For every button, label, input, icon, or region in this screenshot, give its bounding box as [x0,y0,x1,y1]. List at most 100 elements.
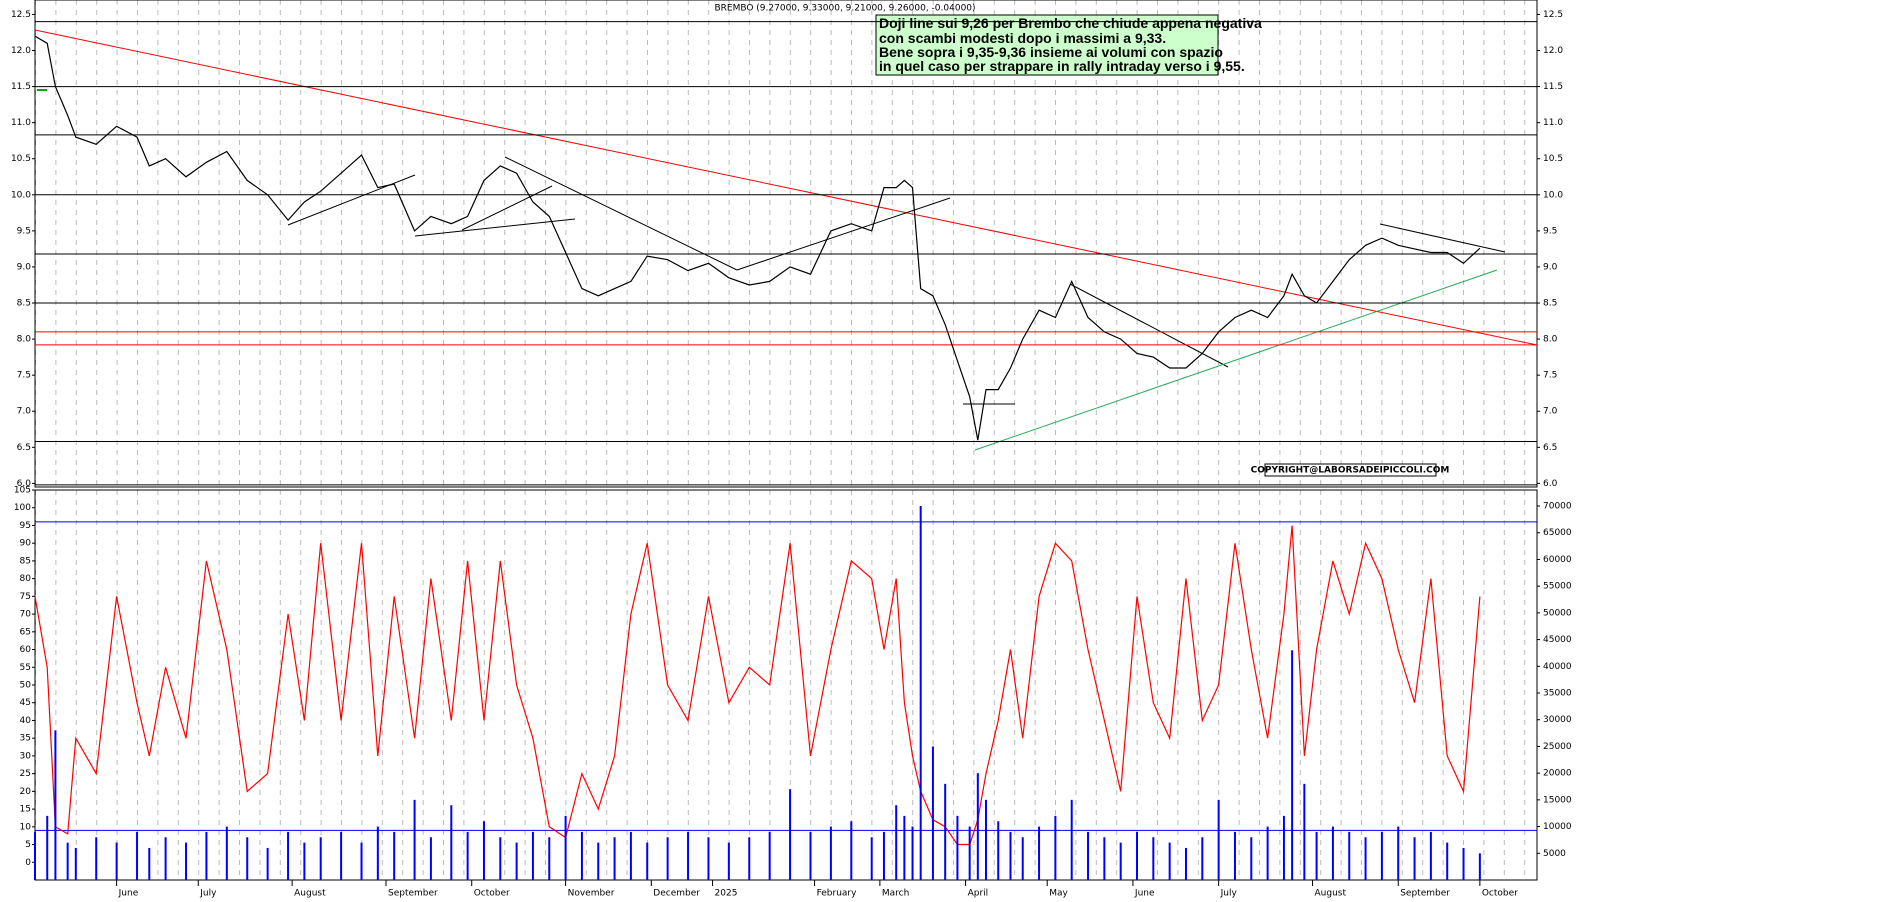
copyright: COPYRIGHT@LABORSADEIPICCOLI.COM [1251,466,1450,476]
y-tick-label: 70 [20,610,32,620]
volume-bar [850,821,853,880]
x-tick-label: April [968,889,989,899]
y-tick-label: 45 [20,698,31,708]
y2-tick-label: 25000 [1543,742,1572,752]
volume-bar [911,826,914,880]
y-tick-label: 0 [25,858,31,868]
volume-bar [976,773,979,880]
volume-bar [931,746,934,880]
x-tick-label: November [568,889,615,899]
volume-bar [919,506,922,880]
volume-bar [66,842,69,880]
y-tick-label: 95 [20,521,31,531]
y2-tick-label: 5000 [1543,849,1566,859]
y-tick-label: 75 [20,592,31,602]
y-tick-label: 11.0 [1543,118,1563,128]
volume-bar [548,837,551,880]
y-tick-label: 6.0 [17,479,32,489]
y-tick-label: 7.5 [17,371,31,381]
x-tick-label: June [118,889,139,899]
volume-bar [499,837,502,880]
y-tick-label: 100 [14,503,31,513]
y2-tick-label: 10000 [1543,822,1572,832]
volume-bar [968,826,971,880]
volume-bar [1478,853,1481,880]
vertical-grid [35,0,1537,487]
volume-bar [466,831,469,880]
volume-bar [707,837,710,880]
y-tick-label: 9.5 [1543,226,1557,236]
trendlines [34,29,1538,451]
volume-bar [1282,815,1285,880]
annotation: in quel caso per strappare in rally intr… [879,58,1245,74]
volume-bar [287,831,290,880]
volume-bar [115,842,118,880]
volume-bar [1446,842,1449,880]
volume-bar [984,799,987,880]
chart-title: BREMBO (9.27000, 9.33000, 9.21000, 9.260… [714,4,975,14]
volume-bar [1038,826,1041,880]
x-tick-label: July [199,889,217,899]
volume-bar [1303,783,1306,880]
volume-bar [1152,837,1155,880]
series-line [34,35,1481,441]
volume-bar [482,821,485,880]
y2-tick-label: 20000 [1543,769,1572,779]
volume-bar [34,831,36,880]
price-panel [34,0,1538,488]
volume-bar [136,831,139,880]
volume-bar [1331,826,1334,880]
volume-bar [809,831,812,880]
volume-bar [1397,826,1400,880]
y-tick-label: 90 [20,539,32,549]
y-tick-label: 12.5 [1543,10,1563,20]
y-tick-label: 10 [20,822,32,832]
x-tick-label: August [294,889,326,899]
volume-bar [1462,847,1465,880]
y2-tick-label: 65000 [1543,528,1572,538]
y-tick-label: 105 [14,486,31,496]
x-tick-label: May [1049,889,1068,899]
y-tick-label: 12.5 [11,10,31,20]
y-tick-label: 55 [20,663,31,673]
volume-bar [1348,831,1351,880]
y-tick-label: 9.5 [17,226,31,236]
volume-bar [597,842,600,880]
x-tick-label: 2025 [715,889,738,899]
x-tick-label: October [474,889,510,899]
y2-tick-label: 15000 [1543,795,1572,805]
volume-bar [997,821,1000,880]
x-tick-label: July [1220,889,1238,899]
y-tick-label: 6.0 [1543,479,1558,489]
y-tick-label: 6.5 [17,443,31,453]
y-tick-label: 50 [20,681,32,691]
y-tick-label: 40 [20,716,32,726]
volume-bar [829,826,832,880]
y-tick-label: 20 [20,787,32,797]
y2-tick-label: 35000 [1543,689,1572,699]
volume-bar [266,847,269,880]
volume-bar [1250,837,1253,880]
volume-bar [646,842,649,880]
volume-bar [185,842,188,880]
volume-bar [148,847,151,880]
volume-bar [515,842,518,880]
volume-bar [564,815,567,880]
volume-bar [450,805,453,880]
annotation-box [875,14,1219,76]
volume-bar [1054,815,1057,880]
x-tick-label: June [1134,889,1155,899]
y-tick-label: 80 [20,574,32,584]
volume-bar [46,815,49,880]
y-tick-label: 85 [20,556,31,566]
volume-bar [393,831,396,880]
y2-tick-label: 50000 [1543,608,1572,618]
annotation: Bene sopra i 9,35-9,36 insieme ai volumi… [879,44,1223,60]
y-tick-label: 6.5 [1543,443,1557,453]
volume-bar [895,805,898,880]
volume-bar [1233,831,1236,880]
y2-tick-label: 55000 [1543,582,1572,592]
volume-bar [1070,799,1073,880]
volume-bar [1201,837,1204,880]
x-tick-label: October [1482,889,1518,899]
